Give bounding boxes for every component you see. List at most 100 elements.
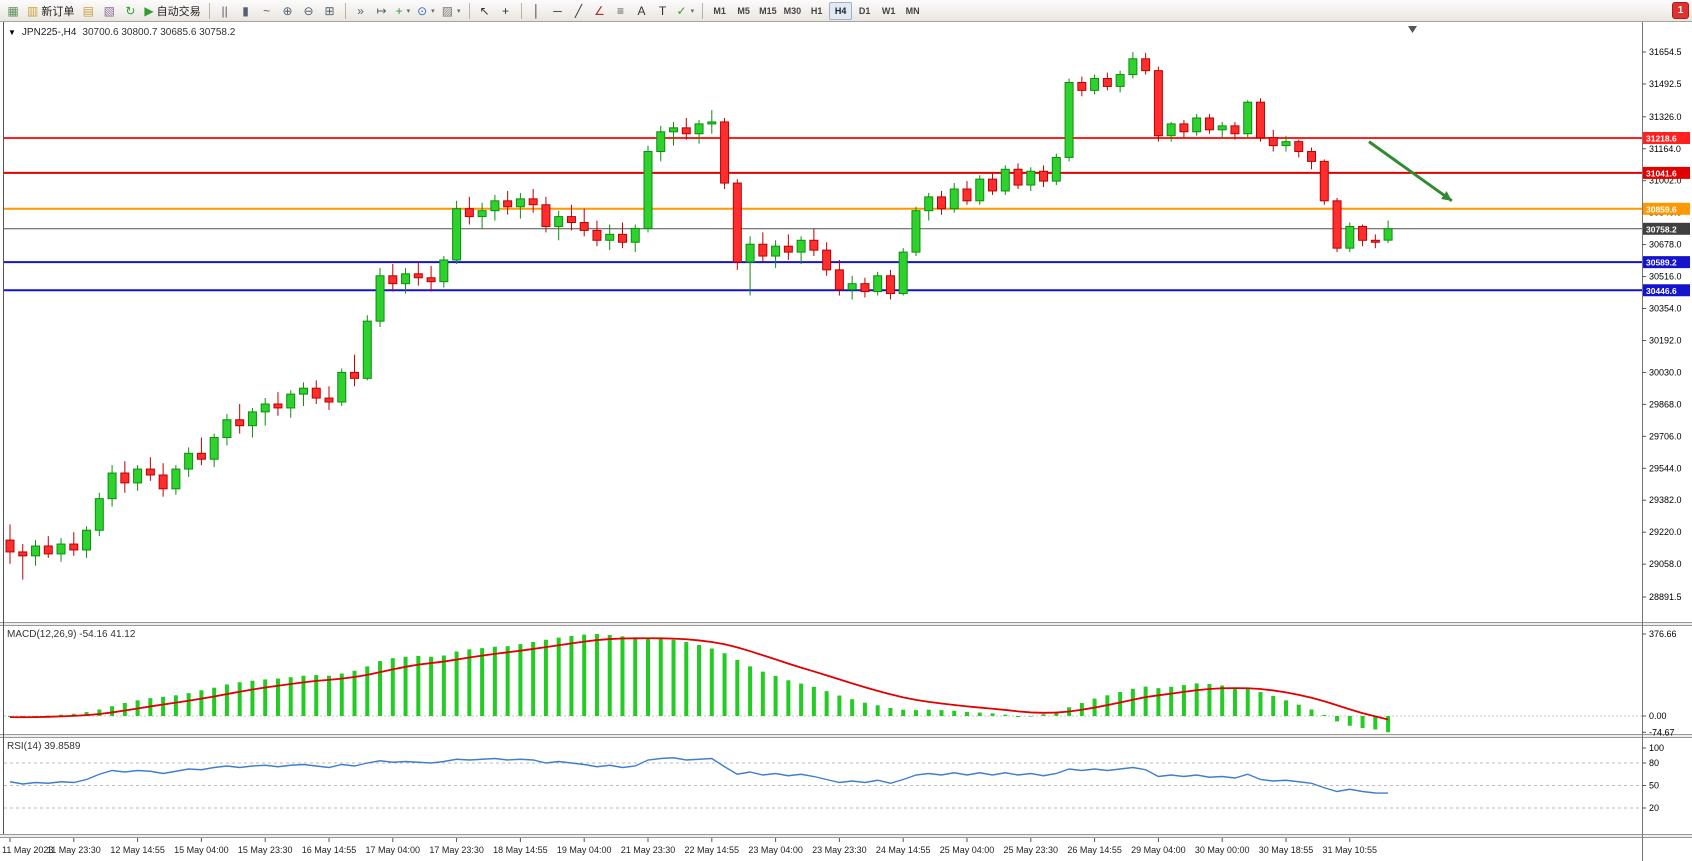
macd-signal-line [9, 637, 1389, 721]
rsi-label: RSI(14) 39.8589 [7, 741, 81, 752]
svg-text:30 May 18:55: 30 May 18:55 [1259, 845, 1314, 855]
templates-icon-glyph: ▨ [441, 3, 454, 18]
arrows-tool-icon-glyph: ✓ [676, 3, 687, 18]
toolbar-separator [520, 2, 522, 19]
refresh-icon[interactable]: ↻ [120, 2, 140, 20]
svg-text:29706.0: 29706.0 [1649, 431, 1682, 441]
vertical-line-icon[interactable]: │ [527, 2, 547, 20]
tile-windows-icon-glyph: ⊞ [324, 3, 335, 18]
fibonacci-icon[interactable]: ≡ [611, 2, 631, 20]
chart-shift-marker[interactable] [1408, 26, 1417, 33]
zoom-in-icon[interactable]: ⊕ [278, 2, 298, 20]
chart-canvas[interactable]: 31654.531492.531326.031164.031002.030840… [0, 22, 1692, 861]
svg-text:31492.5: 31492.5 [1649, 79, 1682, 89]
candlestick-chart-type-icon[interactable]: ▮ [236, 2, 256, 20]
pane-splitter-rsi[interactable] [0, 734, 1692, 738]
symbol-dropdown-icon[interactable]: ▼ [8, 28, 16, 37]
svg-text:30 May 00:00: 30 May 00:00 [1195, 845, 1250, 855]
auto-trading-button-glyph: ▶ [144, 3, 154, 18]
svg-text:30192.0: 30192.0 [1649, 335, 1682, 345]
new-order-button-glyph: ▥ [27, 3, 39, 18]
arrows-tool-icon[interactable]: ✓ ▾ [674, 2, 698, 20]
templates-icon[interactable]: ▨ ▾ [439, 2, 464, 20]
svg-text:15 May 23:30: 15 May 23:30 [238, 845, 293, 855]
tile-windows-icon[interactable]: ⊞ [320, 2, 340, 20]
chart-shift-icon[interactable]: ↦ [372, 2, 392, 20]
timeframe-w1[interactable]: W1 [881, 5, 896, 16]
text-icon-glyph: A [637, 3, 646, 18]
market-watch-icon-glyph: ▤ [82, 3, 95, 18]
rsi-indicator: 100 80 50 20 [4, 743, 1664, 813]
price-axis[interactable]: 31654.531492.531326.031164.031002.030840… [1642, 47, 1682, 602]
notification-badge[interactable]: 1 [1672, 2, 1689, 19]
svg-text:18 May 14:55: 18 May 14:55 [493, 845, 548, 855]
equidistant-channel-icon[interactable]: ∠ [590, 2, 610, 20]
periods-icon[interactable]: ⊙ ▾ [414, 2, 438, 20]
timeframe-mn[interactable]: MN [905, 5, 920, 16]
trendline-icon[interactable]: ╱ [569, 2, 589, 20]
periods-icon-glyph: ⊙ [417, 3, 428, 18]
indicators-icon[interactable]: + ▾ [393, 2, 414, 20]
data-window-icon[interactable]: ▧ [99, 2, 119, 20]
cursor-icon[interactable]: ↖ [475, 2, 495, 20]
pane-splitter-timeaxis[interactable] [0, 834, 1692, 838]
zoom-out-icon[interactable]: ⊖ [299, 2, 319, 20]
text-icon[interactable]: A [632, 2, 652, 20]
svg-text:30678.0: 30678.0 [1649, 240, 1682, 250]
symbol-info: ▼ JPN225-,H4 30700.6 30800.7 30685.6 307… [8, 27, 235, 38]
market-watch-icon[interactable]: ▤ [78, 2, 98, 20]
indicators-icon-dropdown-caret[interactable]: ▾ [406, 7, 411, 15]
timeframe-m1[interactable]: M1 [713, 5, 726, 16]
svg-text:22 May 14:55: 22 May 14:55 [685, 845, 740, 855]
timeframe-h4[interactable]: H4 [829, 1, 853, 20]
svg-text:80: 80 [1649, 758, 1659, 768]
svg-text:15 May 04:00: 15 May 04:00 [174, 845, 229, 855]
crosshair-icon-glyph: + [502, 3, 510, 18]
price-badge-30758.2: 30758.2 [1643, 222, 1690, 235]
svg-text:30589.2: 30589.2 [1646, 258, 1677, 268]
timeframe-m30[interactable]: M30 [783, 5, 802, 16]
svg-text:31326.0: 31326.0 [1649, 112, 1682, 122]
svg-text:30516.0: 30516.0 [1649, 272, 1682, 282]
auto-trading-button-label: 自动交易 [156, 5, 201, 18]
trend-arrow[interactable] [1368, 140, 1453, 203]
auto-scroll-icon[interactable]: » [351, 2, 371, 20]
candlestick-chart-type-icon-glyph: ▮ [242, 3, 249, 18]
svg-text:30859.6: 30859.6 [1646, 204, 1677, 214]
zoom-out-icon-glyph: ⊖ [303, 3, 314, 18]
indicators-icon-glyph: + [395, 3, 403, 18]
arrows-tool-icon-dropdown-caret[interactable]: ▾ [690, 7, 695, 15]
pane-splitter-macd[interactable] [0, 622, 1692, 626]
new-order-button[interactable]: ▥ 新订单 [24, 2, 77, 20]
horizontal-line-icon[interactable]: ─ [548, 2, 568, 20]
refresh-icon-glyph: ↻ [125, 3, 136, 18]
templates-icon-dropdown-caret[interactable]: ▾ [457, 7, 461, 15]
line-chart-type-icon-glyph: ~ [263, 3, 271, 18]
price-badge-30859.6: 30859.6 [1643, 202, 1690, 215]
svg-text:29 May 04:00: 29 May 04:00 [1131, 845, 1186, 855]
svg-text:25 May 23:30: 25 May 23:30 [1004, 845, 1059, 855]
timeframe-m5[interactable]: M5 [737, 5, 750, 16]
svg-text:31 May 10:55: 31 May 10:55 [1323, 845, 1378, 855]
macd-indicator: 376.66 0.00 -74.67 [4, 629, 1677, 737]
text-label-icon[interactable]: T [653, 2, 673, 20]
timeframe-h1[interactable]: H1 [810, 5, 823, 16]
new-chart-icon[interactable]: ▦ [3, 2, 23, 20]
periods-icon-dropdown-caret[interactable]: ▾ [431, 7, 435, 15]
svg-text:-74.67: -74.67 [1649, 727, 1675, 737]
svg-text:30030.0: 30030.0 [1649, 367, 1682, 377]
macd-label: MACD(12,26,9) -54.16 41.12 [7, 629, 136, 640]
svg-text:11 May 2023: 11 May 2023 [2, 845, 53, 855]
auto-trading-button[interactable]: ▶ 自动交易 [141, 2, 203, 20]
bar-chart-type-icon-glyph: || [221, 3, 228, 18]
svg-text:29382.0: 29382.0 [1649, 495, 1682, 505]
bar-chart-type-icon[interactable]: || [215, 2, 235, 20]
line-chart-type-icon[interactable]: ~ [257, 2, 277, 20]
svg-text:29220.0: 29220.0 [1649, 527, 1682, 537]
crosshair-icon[interactable]: + [496, 2, 516, 20]
timeframe-d1[interactable]: D1 [858, 5, 871, 16]
timeframe-m15[interactable]: M15 [759, 5, 777, 16]
chart-window[interactable]: 31654.531492.531326.031164.031002.030840… [0, 22, 1692, 861]
